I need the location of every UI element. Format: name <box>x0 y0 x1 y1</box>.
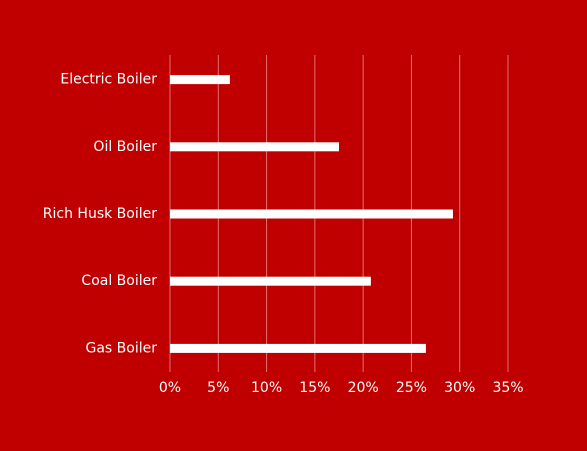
x-tick-label: 5% <box>207 380 229 396</box>
x-tick-label: 30% <box>444 380 475 396</box>
x-tick-label: 10% <box>251 380 282 396</box>
bar <box>170 276 371 286</box>
y-tick-label: Oil Boiler <box>93 139 157 155</box>
y-tick-label: Rich Husk Boiler <box>43 206 157 222</box>
x-tick-label: 20% <box>348 380 379 396</box>
x-tick-label: 0% <box>159 380 181 396</box>
bar <box>170 343 426 353</box>
bar <box>170 142 339 152</box>
y-tick-label: Gas Boiler <box>86 340 158 356</box>
y-tick-label: Electric Boiler <box>60 72 157 88</box>
bar <box>170 75 230 85</box>
y-tick-label: Coal Boiler <box>81 273 157 289</box>
x-tick-label: 25% <box>396 380 427 396</box>
x-tick-label: 15% <box>299 380 330 396</box>
x-tick-label: 35% <box>492 380 523 396</box>
bar <box>170 209 453 219</box>
